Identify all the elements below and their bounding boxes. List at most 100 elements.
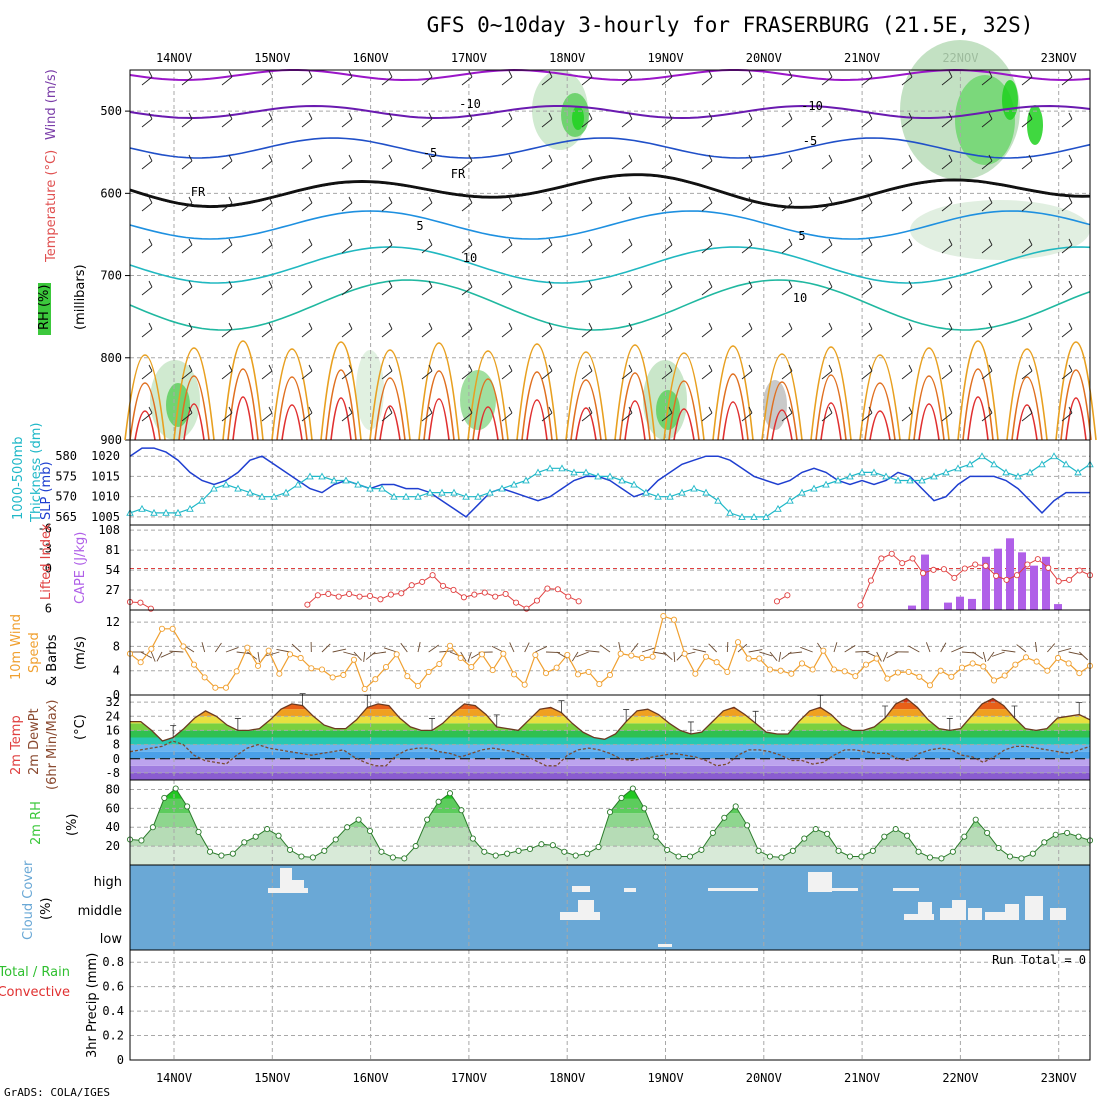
rh-point — [310, 855, 315, 860]
thickness-point — [223, 482, 229, 488]
rh-point — [825, 831, 830, 836]
thickness-point — [1027, 469, 1033, 475]
wind-speed-point — [319, 667, 324, 672]
wind-barb-10m — [941, 643, 946, 652]
rh-point — [676, 854, 681, 859]
li-point — [952, 575, 957, 580]
wind-barb — [582, 197, 592, 211]
wind-barb — [822, 155, 832, 169]
ylabel-precip-1: Total / Rain — [0, 965, 70, 980]
wind-barb — [502, 365, 512, 379]
wind-speed-point — [789, 671, 794, 676]
ylabel-precip-unit: 3hr Precip (mm) — [85, 953, 100, 1058]
wind-barb — [582, 155, 592, 169]
rh-point — [230, 851, 235, 856]
wind-barb — [302, 71, 312, 85]
cloud-block — [968, 908, 982, 920]
wind-speed-point — [650, 654, 655, 659]
wind-barb — [902, 197, 912, 211]
rh-point — [585, 851, 590, 856]
wind-barb-10m — [322, 644, 330, 652]
warm-isotherm-arch — [527, 400, 547, 440]
wind-speed-point — [234, 669, 239, 674]
warm-isotherm-arch — [1061, 370, 1091, 440]
cape-tick-label: 81 — [106, 543, 120, 557]
wind-barb — [1062, 155, 1072, 169]
wind-barb-10m — [151, 652, 155, 662]
rh-point — [767, 854, 772, 859]
date-bottom-label: 23NOV — [1041, 1071, 1077, 1085]
wind-barb — [262, 155, 272, 169]
wind-barb — [582, 239, 592, 253]
wind-speed-point — [458, 655, 463, 660]
rh-point — [779, 855, 784, 860]
wind-barb — [822, 71, 832, 85]
wind-speed-point — [511, 672, 516, 677]
wind-barb-10m — [161, 652, 173, 657]
wind-barb — [902, 323, 912, 337]
li-point — [1035, 557, 1040, 562]
li-point — [378, 597, 383, 602]
wind-speed-point — [607, 672, 612, 677]
wind-speed-point — [799, 661, 804, 666]
rh-point — [836, 848, 841, 853]
warm-isotherm-arch — [821, 403, 841, 440]
warm-isotherm-arch — [625, 401, 645, 440]
cloud-block — [624, 888, 636, 892]
date-bottom-label: 18NOV — [549, 1071, 585, 1085]
li-point — [993, 573, 998, 578]
wind-speed-point — [373, 677, 378, 682]
temp-tick-label: 0 — [113, 752, 120, 766]
wind-barb — [342, 323, 352, 337]
wind-barb-10m — [1017, 645, 1026, 652]
li-point — [451, 587, 456, 592]
warm-isotherm-arch — [816, 375, 846, 440]
isotherm-label: FR — [191, 185, 206, 199]
wind-speed-point — [1045, 668, 1050, 673]
rh-point — [813, 827, 818, 832]
wind-speed-point — [927, 683, 932, 688]
wind-barb-10m — [576, 652, 588, 657]
wind-barb — [342, 155, 352, 169]
warm-isotherm-arch — [233, 397, 253, 440]
wind-speed-point — [1066, 661, 1071, 666]
credit-text: GrADS: COLA/IGES — [4, 1086, 110, 1099]
wind-barb — [422, 197, 432, 211]
wind-speed-point — [447, 643, 452, 648]
wind-speed-point — [501, 651, 506, 656]
wind-barb — [662, 281, 672, 295]
precip-tick-label: 0 — [117, 1053, 124, 1067]
wind-barb — [1062, 281, 1072, 295]
cloud-block — [1005, 904, 1019, 920]
wind-barb — [702, 113, 712, 127]
wind-barb-10m — [619, 642, 621, 652]
ylabel-cloud-2: (%) — [39, 898, 54, 921]
wind-barb — [942, 365, 952, 379]
li-point — [1056, 579, 1061, 584]
li-point — [336, 594, 341, 599]
wind-speed-point — [565, 652, 570, 657]
rh-point — [367, 828, 372, 833]
chart-title: GFS 0~10day 3-hourly for FRASERBURG (21.… — [427, 13, 1034, 37]
slp-tick-label: 1020 — [91, 449, 120, 463]
wind-speed-point — [618, 651, 623, 656]
wind-speed-point — [1023, 655, 1028, 660]
rh-color-band — [130, 827, 1090, 846]
wind-barb — [142, 281, 152, 295]
rh-point — [927, 855, 932, 860]
wind-barb — [542, 323, 552, 337]
warm-isotherm-arch — [277, 377, 307, 440]
temp-color-band — [130, 773, 1090, 780]
li-point — [1077, 568, 1082, 573]
li-point — [1067, 577, 1072, 582]
thickness-point — [991, 461, 997, 467]
panel-frame — [130, 440, 1090, 525]
thickness-point — [967, 461, 973, 467]
temp-color-band — [130, 702, 1090, 709]
date-bottom-label: 16NOV — [353, 1071, 389, 1085]
wind-barb — [222, 239, 232, 253]
rh-point — [665, 847, 670, 852]
wind-barb — [462, 323, 472, 337]
date-top-label: 15NOV — [254, 51, 290, 65]
wind-barb-10m — [779, 652, 781, 662]
